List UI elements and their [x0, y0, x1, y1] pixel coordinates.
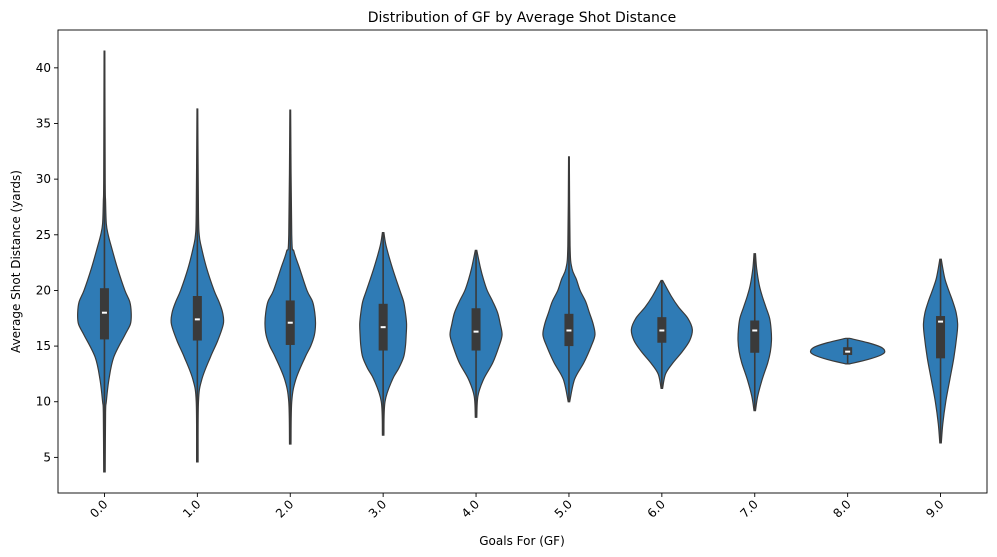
violin-iqr-box — [99, 288, 109, 340]
plot-frame — [57, 29, 988, 494]
violin-1.0 — [170, 108, 225, 463]
violin-5.0 — [542, 156, 596, 403]
chart-title: Distribution of GF by Average Shot Dista… — [368, 10, 676, 26]
y-tick-label: 10 — [36, 395, 51, 409]
y-tick-label: 15 — [36, 339, 51, 353]
x-tick-label: 6.0 — [645, 497, 668, 520]
y-tick-label: 30 — [36, 172, 51, 186]
y-axis-label: Average Shot Distance (yards) — [9, 170, 23, 353]
violin-8.0 — [809, 337, 886, 365]
y-tick-label: 5 — [43, 450, 51, 464]
x-tick-label: 5.0 — [552, 497, 575, 520]
x-tick-label: 9.0 — [923, 497, 946, 520]
violin-iqr-box — [750, 320, 760, 353]
violins-group — [76, 50, 959, 473]
violin-3.0 — [359, 231, 408, 436]
violin-2.0 — [264, 109, 317, 445]
x-axis-label: Goals For (GF) — [479, 534, 565, 548]
violin-6.0 — [630, 279, 693, 389]
x-tick-label: 8.0 — [830, 497, 853, 520]
x-tick-label: 3.0 — [366, 497, 389, 520]
x-tick-label: 7.0 — [737, 497, 760, 520]
violin-iqr-box — [471, 308, 481, 351]
x-tick-label: 0.0 — [87, 497, 110, 520]
x-tick-label: 4.0 — [459, 497, 482, 520]
y-axis: 5 10 15 20 25 30 35 40 — [36, 61, 58, 464]
violin-0.0 — [76, 50, 132, 473]
y-tick-label: 40 — [36, 61, 51, 75]
y-tick-label: 20 — [36, 283, 51, 297]
violin-9.0 — [922, 258, 959, 444]
x-tick-label: 1.0 — [180, 497, 203, 520]
x-tick-label: 2.0 — [273, 497, 296, 520]
y-tick-label: 35 — [36, 116, 51, 130]
violin-4.0 — [449, 249, 503, 418]
y-tick-label: 25 — [36, 228, 51, 242]
violin-iqr-box — [936, 316, 946, 359]
x-axis: 0.0 1.0 2.0 3.0 4.0 5.0 6.0 7.0 8.0 9.0 — [87, 493, 947, 521]
violin-iqr-box — [192, 296, 202, 341]
violin-7.0 — [737, 253, 773, 412]
